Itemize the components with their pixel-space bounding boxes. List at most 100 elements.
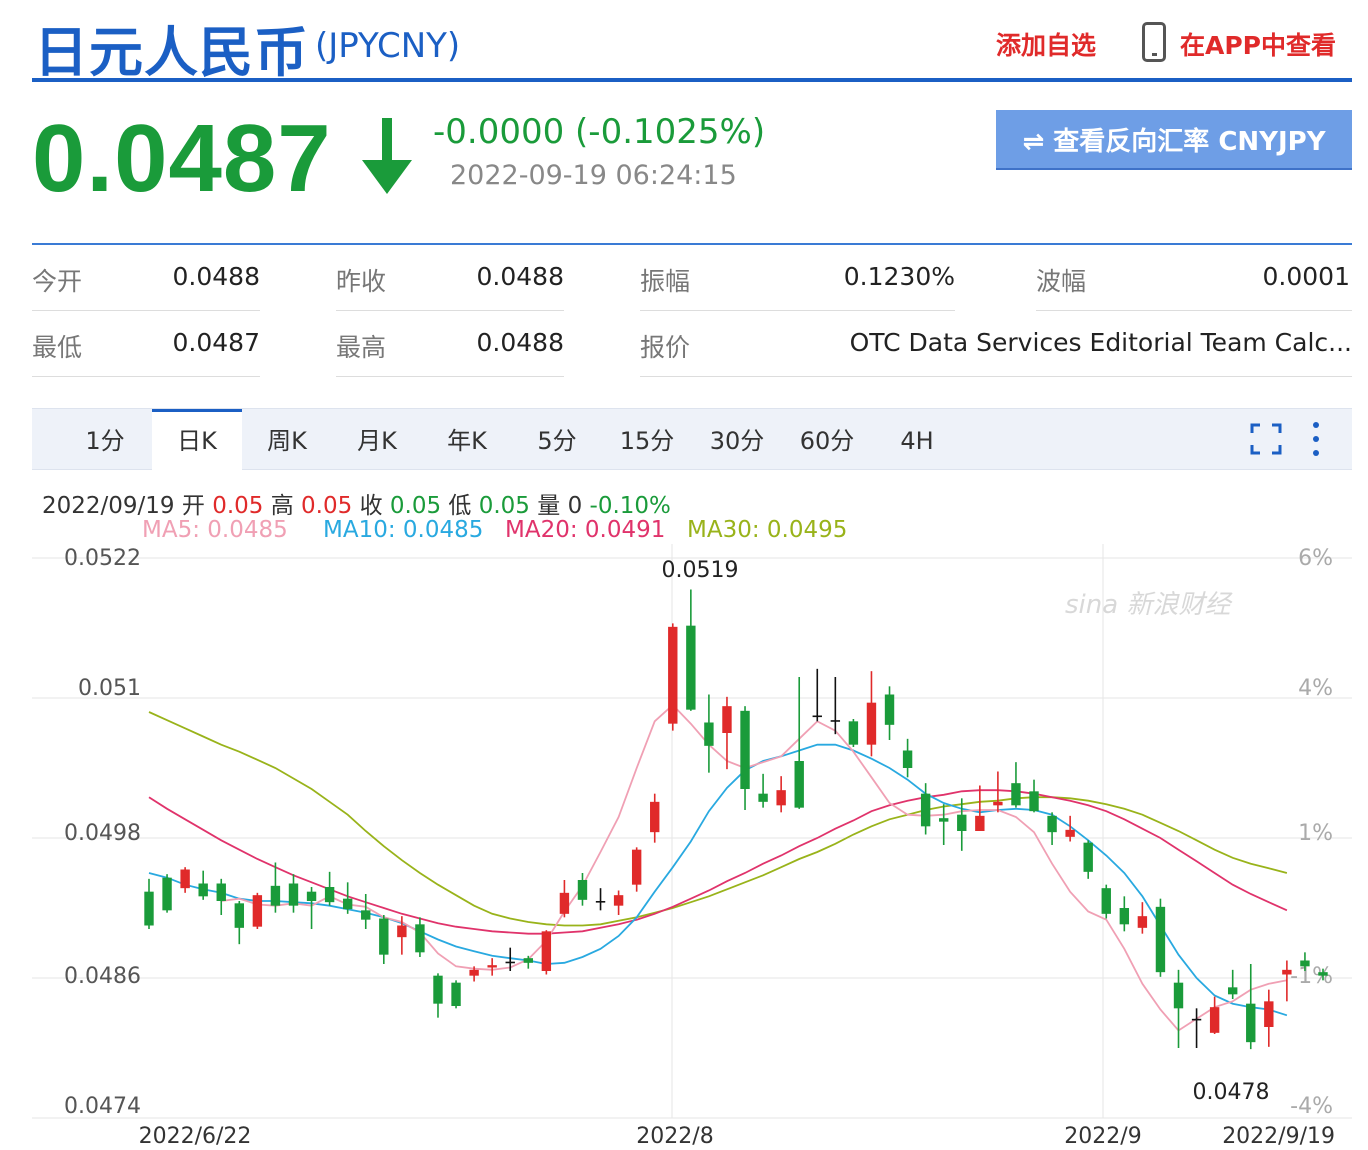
tab-30min[interactable]: 30分 bbox=[709, 427, 765, 455]
candle-body bbox=[523, 958, 533, 963]
stat-value: 0.0488 bbox=[476, 328, 564, 357]
stat-value: 0.0488 bbox=[172, 262, 260, 291]
candlestick-chart[interactable]: 0.0522 6% 0.051 4% 0.0498 1% 0.0486 -1% 0.0474 -4… bbox=[0, 540, 1368, 1150]
stat-value: 0.0488 bbox=[476, 262, 564, 291]
stat-label: 最高 bbox=[336, 333, 387, 362]
pct-tick-label: -4% bbox=[1290, 1094, 1333, 1119]
ma20-legend: MA20: 0.0491 bbox=[505, 517, 666, 543]
info-date: 2022/09/19 bbox=[42, 493, 175, 519]
candle-body bbox=[650, 801, 660, 833]
candle-body bbox=[1155, 906, 1166, 973]
candle-body bbox=[541, 931, 552, 971]
candle-body bbox=[830, 720, 841, 722]
stat-label: 振幅 bbox=[640, 267, 691, 296]
info-low-label: 低 bbox=[448, 493, 472, 519]
watermark: sina 新浪财经 bbox=[1065, 590, 1233, 620]
ma10-legend: MA10: 0.0485 bbox=[323, 517, 484, 543]
candle-body bbox=[686, 625, 696, 710]
phone-icon bbox=[1142, 22, 1166, 62]
info-open-label: 开 bbox=[181, 493, 205, 519]
tab-4h[interactable]: 4H bbox=[900, 427, 934, 455]
candle-body bbox=[1318, 972, 1328, 976]
tab-5min[interactable]: 5分 bbox=[537, 427, 577, 455]
fullscreen-icon[interactable] bbox=[1250, 423, 1282, 455]
candle-body bbox=[668, 626, 678, 724]
candle-body bbox=[234, 903, 245, 928]
candle-body bbox=[487, 965, 497, 968]
candle-body bbox=[505, 961, 515, 964]
candle-body bbox=[1173, 982, 1184, 1009]
currency-pair-name: 日元人民币 bbox=[34, 21, 309, 84]
x-tick-label: 2022/6/22 bbox=[139, 1124, 252, 1149]
ma30-line bbox=[148, 711, 1288, 927]
candle-body bbox=[469, 969, 479, 976]
tab-daily-k[interactable]: 日K bbox=[152, 409, 242, 470]
ma10-line bbox=[148, 743, 1288, 1017]
tab-15min[interactable]: 15分 bbox=[619, 427, 675, 455]
ohlc-info: 2022/09/19 开 0.05 高 0.05 收 0.05 低 0.05 量… bbox=[42, 486, 671, 520]
stat-label: 最低 bbox=[32, 333, 83, 362]
candle-body bbox=[1047, 815, 1057, 833]
info-vol-label: 量 bbox=[537, 493, 561, 519]
tab-yearly-k[interactable]: 年K bbox=[447, 427, 487, 455]
candle-body bbox=[559, 892, 570, 914]
candle-body bbox=[162, 877, 172, 911]
ma5-line bbox=[221, 703, 1288, 1032]
stat-label: 报价 bbox=[640, 333, 691, 362]
down-arrow-icon bbox=[362, 118, 412, 194]
tab-monthly-k[interactable]: 月K bbox=[357, 427, 397, 455]
y-tick-label: 0.0474 bbox=[64, 1094, 141, 1119]
candle-body bbox=[758, 793, 768, 802]
stat-value: 0.0487 bbox=[172, 328, 260, 357]
view-in-app-button[interactable]: 在APP中查看 bbox=[1180, 31, 1336, 60]
candle-body bbox=[1227, 987, 1238, 995]
candle-body bbox=[884, 694, 895, 725]
y-tick-label: 0.0522 bbox=[64, 546, 141, 571]
currency-pair-code: (JPYCNY) bbox=[315, 26, 461, 66]
tab-1min[interactable]: 1分 bbox=[85, 427, 125, 455]
candle-body bbox=[740, 710, 750, 789]
candle-body bbox=[144, 891, 154, 926]
info-close: 0.05 bbox=[389, 493, 442, 519]
info-low: 0.05 bbox=[478, 493, 530, 519]
candle-body bbox=[306, 891, 317, 901]
stat-label: 波幅 bbox=[1036, 267, 1087, 296]
candle-body bbox=[902, 750, 913, 768]
candle-body bbox=[1137, 916, 1148, 928]
candle-body bbox=[812, 715, 822, 718]
candle-body bbox=[1083, 842, 1093, 872]
candle-body bbox=[1246, 1003, 1256, 1043]
candle-body bbox=[704, 722, 714, 746]
tab-60min[interactable]: 60分 bbox=[799, 427, 855, 455]
add-watchlist-button[interactable]: 添加自选 bbox=[996, 31, 1097, 60]
candle-body bbox=[866, 702, 877, 745]
candle-body bbox=[613, 895, 624, 906]
tab-weekly-k[interactable]: 周K bbox=[267, 427, 307, 455]
stat-value: 0.0001 bbox=[1262, 262, 1350, 291]
candle-body bbox=[848, 721, 859, 745]
quote-time: 2022-09-19 06:24:15 bbox=[450, 160, 737, 191]
period-tabs: 1分 日K 周K 月K 年K 5分 15分 30分 60分 4H bbox=[32, 408, 1352, 470]
candle-body bbox=[975, 815, 985, 831]
stat-value: OTC Data Services Editorial Team Calc... bbox=[849, 328, 1352, 357]
candle-body bbox=[415, 924, 425, 953]
info-vol: 0 bbox=[567, 493, 583, 519]
candle-body bbox=[794, 761, 804, 808]
y-tick-label: 0.0498 bbox=[64, 821, 141, 846]
candle-body bbox=[1119, 908, 1130, 925]
reverse-rate-button[interactable]: ⇌ 查看反向汇率 CNYJPY bbox=[996, 110, 1352, 170]
candle-body bbox=[957, 814, 967, 831]
more-options-icon[interactable] bbox=[1312, 421, 1320, 457]
ma30-legend: MA30: 0.0495 bbox=[687, 517, 848, 543]
stat-value: 0.1230% bbox=[843, 262, 955, 291]
candle-body bbox=[577, 880, 588, 900]
candle-body bbox=[1011, 783, 1021, 806]
y-tick-label: 0.051 bbox=[78, 676, 141, 701]
y-tick-label: 0.0486 bbox=[64, 964, 141, 989]
candle-body bbox=[1264, 1001, 1274, 1027]
info-high: 0.05 bbox=[301, 493, 353, 519]
candle-body bbox=[631, 849, 642, 885]
stat-label: 昨收 bbox=[336, 267, 387, 296]
candle-body bbox=[397, 925, 407, 938]
candle-body bbox=[1300, 960, 1310, 967]
